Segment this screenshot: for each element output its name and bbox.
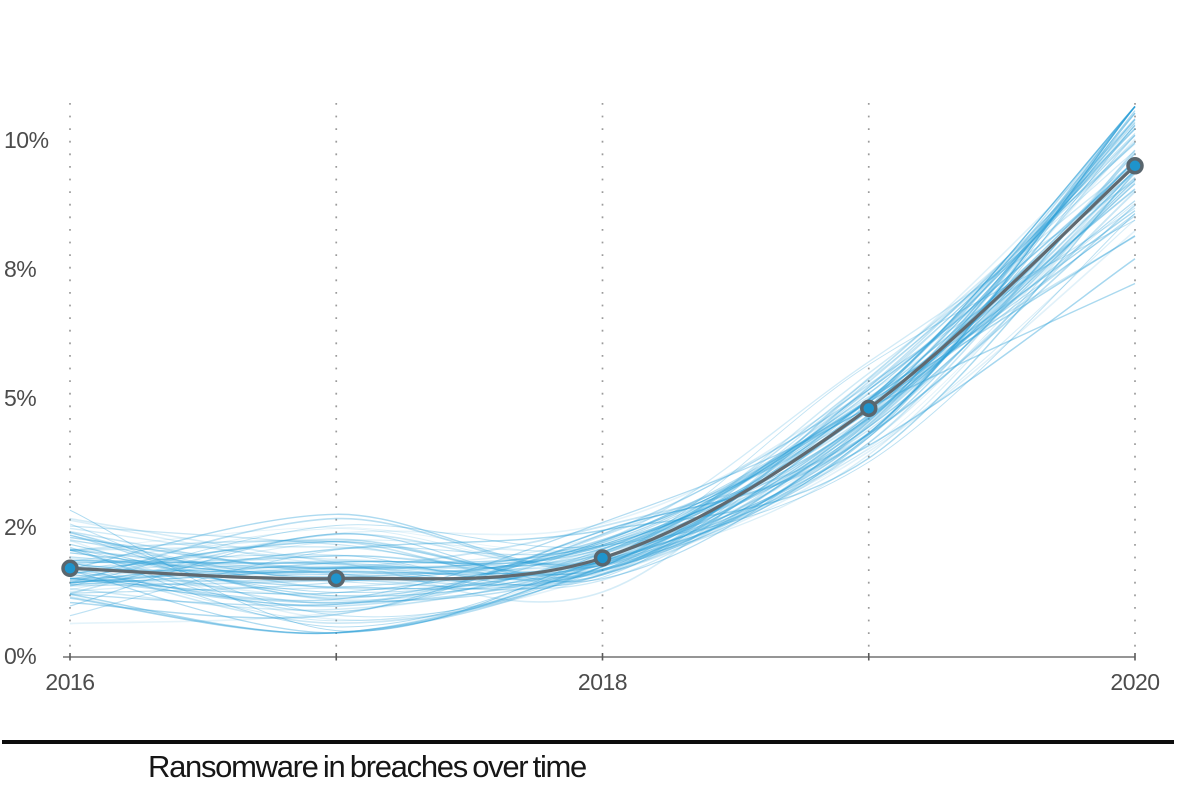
y-tick-label-5: 5% [4, 385, 37, 411]
chart-canvas [61, 103, 1144, 661]
chart-caption: Ransomware in breaches over time [148, 749, 587, 784]
y-tick-label-2: 2% [4, 514, 37, 540]
x-tick-label-2020: 2020 [1110, 669, 1160, 695]
x-tick-label-2016: 2016 [45, 669, 95, 695]
y-tick-label-0: 0% [4, 643, 37, 669]
ransomware-trend-chart: 10% 8% 5% 2% 0% 2016 2018 2020 [4, 103, 1160, 695]
caption-divider [2, 740, 1174, 744]
y-tick-label-8: 8% [4, 256, 37, 282]
x-tick-label-2018: 2018 [577, 669, 628, 695]
y-tick-label-10: 10% [4, 127, 49, 153]
